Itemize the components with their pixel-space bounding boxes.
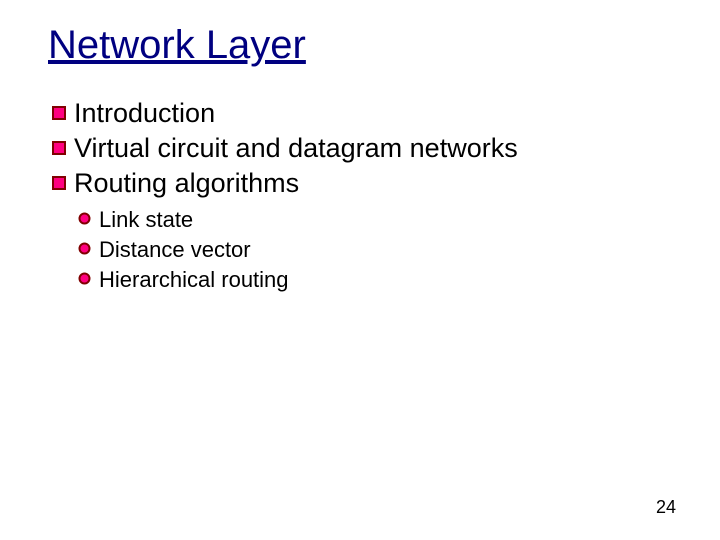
circle-bullet-icon xyxy=(78,212,91,225)
square-bullet-icon xyxy=(52,176,66,190)
square-bullet-icon xyxy=(52,106,66,120)
page-number: 24 xyxy=(656,497,676,518)
list-item: Link state xyxy=(78,205,672,235)
list-item-text: Distance vector xyxy=(99,235,251,265)
list-item: Introduction xyxy=(52,96,672,131)
list-item: Routing algorithms xyxy=(52,166,672,201)
list-item-text: Introduction xyxy=(74,96,215,131)
list-item: Hierarchical routing xyxy=(78,265,672,295)
list-item: Distance vector xyxy=(78,235,672,265)
bullet-list-level2: Link state Distance vector Hierarchical … xyxy=(78,205,672,294)
list-item: Virtual circuit and datagram networks xyxy=(52,131,672,166)
list-item-text: Virtual circuit and datagram networks xyxy=(74,131,518,166)
slide: Network Layer Introduction Virtual circu… xyxy=(0,0,720,540)
list-item-text: Routing algorithms xyxy=(74,166,299,201)
bullet-list-level1: Introduction Virtual circuit and datagra… xyxy=(52,96,672,201)
slide-title: Network Layer xyxy=(48,20,672,70)
list-item-text: Link state xyxy=(99,205,193,235)
list-item-text: Hierarchical routing xyxy=(99,265,289,295)
square-bullet-icon xyxy=(52,141,66,155)
circle-bullet-icon xyxy=(78,272,91,285)
circle-bullet-icon xyxy=(78,242,91,255)
